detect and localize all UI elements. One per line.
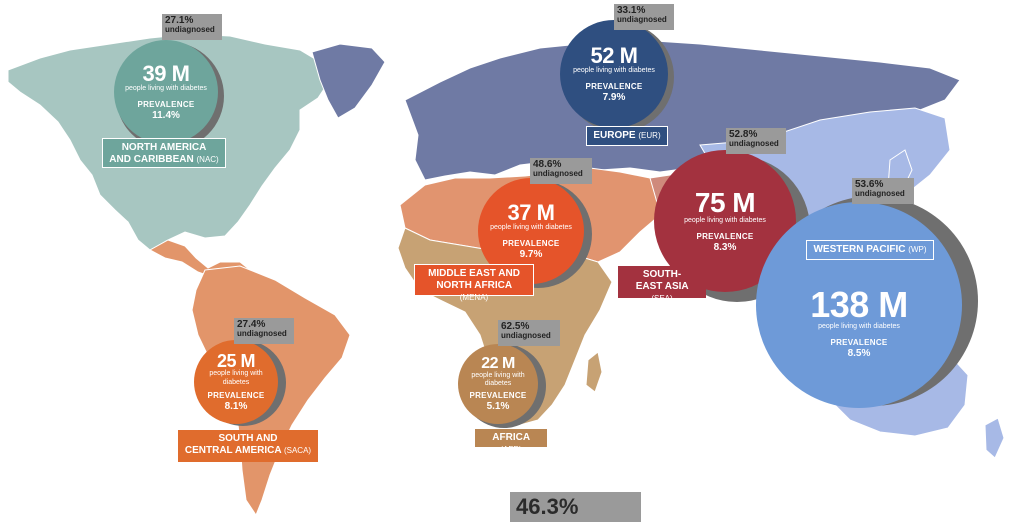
region-code-eur: (EUR) xyxy=(638,131,661,140)
undiagnosed-pct-eur: 33.1% xyxy=(617,5,646,16)
people-count-saca: 25 M xyxy=(216,351,256,372)
prevalence-label-mena: PREVALENCE xyxy=(502,238,560,248)
prevalence-value-saca: 8.1% xyxy=(224,400,248,412)
prevalence-label-sea: PREVALENCE xyxy=(696,231,754,241)
landmass-greenland xyxy=(311,43,386,119)
prevalence-label-afr: PREVALENCE xyxy=(469,391,527,401)
bubble-wp: 138 M people living with diabetes PREVAL… xyxy=(756,202,962,408)
region-label-saca: SOUTH AND CENTRAL AMERICA (SACA) xyxy=(178,430,318,462)
prevalence-label-saca: PREVALENCE xyxy=(207,390,265,400)
global-undiagnosed-total: 46.3% xyxy=(510,492,641,522)
region-code-saca: (SACA) xyxy=(283,446,312,455)
undiagnosed-label-saca: undiagnosed xyxy=(237,329,287,338)
landmass-madagascar xyxy=(585,351,603,393)
undiagnosed-label-mena: undiagnosed xyxy=(533,169,583,178)
undiagnosed-box-saca: 27.4% undiagnosed xyxy=(234,318,294,344)
region-name-nac-1: NORTH AMERICA xyxy=(121,142,207,153)
people-label-saca: people living with diabetes xyxy=(209,370,263,386)
people-count-wp: 138 M xyxy=(810,284,908,326)
undiagnosed-label-afr: undiagnosed xyxy=(501,331,551,340)
region-code-wp: (WP) xyxy=(908,245,927,254)
prevalence-label-wp: PREVALENCE xyxy=(830,337,888,347)
region-code-mena: (MENA) xyxy=(459,293,489,302)
prevalence-value-eur: 7.9% xyxy=(602,91,626,103)
undiagnosed-box-sea: 52.8% undiagnosed xyxy=(726,128,786,154)
undiagnosed-box-wp: 53.6% undiagnosed xyxy=(852,178,914,204)
undiagnosed-box-eur: 33.1% undiagnosed xyxy=(614,4,674,30)
region-name-mena-1: MIDDLE EAST AND xyxy=(428,268,520,279)
people-label-sea: people living with diabetes xyxy=(684,217,766,225)
region-label-nac: NORTH AMERICA AND CARIBBEAN (NAC) xyxy=(102,138,226,168)
undiagnosed-box-afr: 62.5% undiagnosed xyxy=(498,320,560,346)
people-label-nac: people living with diabetes xyxy=(125,85,207,93)
undiagnosed-label-sea: undiagnosed xyxy=(729,139,779,148)
region-name-saca-1: SOUTH AND xyxy=(218,433,278,444)
undiagnosed-pct-saca: 27.4% xyxy=(237,319,266,330)
region-label-afr: AFRICA (AFR) xyxy=(474,428,548,454)
undiagnosed-label-nac: undiagnosed xyxy=(165,25,215,34)
region-code-sea: (SEA) xyxy=(651,294,673,303)
region-label-wp: WESTERN PACIFIC (WP) xyxy=(806,240,934,260)
people-label-mena: people living with diabetes xyxy=(490,224,572,232)
people-count-mena: 37 M xyxy=(507,200,555,226)
undiagnosed-pct-nac: 27.1% xyxy=(165,15,194,26)
landmass-new-zealand xyxy=(984,417,1005,459)
region-name-mena-2: NORTH AFRICA xyxy=(436,280,512,291)
region-name-wp-1: WESTERN PACIFIC xyxy=(813,244,906,255)
region-label-mena: MIDDLE EAST AND NORTH AFRICA (MENA) xyxy=(414,264,534,302)
undiagnosed-pct-sea: 52.8% xyxy=(729,129,758,140)
people-count-nac: 39 M xyxy=(142,61,190,87)
region-label-eur: EUROPE (EUR) xyxy=(586,126,668,146)
undiagnosed-pct-afr: 62.5% xyxy=(501,321,530,332)
region-label-sea: SOUTH- EAST ASIA (SEA) xyxy=(618,266,706,303)
region-code-afr: (AFR) xyxy=(500,445,522,454)
undiagnosed-label-eur: undiagnosed xyxy=(617,15,667,24)
prevalence-value-afr: 5.1% xyxy=(486,401,510,413)
people-label-afr: people living with diabetes xyxy=(471,371,525,387)
region-name-afr-1: AFRICA xyxy=(492,432,530,443)
region-name-saca-2: CENTRAL AMERICA xyxy=(184,445,282,456)
prevalence-label-nac: PREVALENCE xyxy=(137,99,195,109)
bubble-eur: 52 M people living with diabetes PREVALE… xyxy=(560,20,668,128)
undiagnosed-label-wp: undiagnosed xyxy=(855,189,905,198)
region-name-nac-2: AND CARIBBEAN xyxy=(109,154,194,165)
people-count-eur: 52 M xyxy=(590,43,638,69)
prevalence-value-sea: 8.3% xyxy=(713,241,737,253)
prevalence-label-eur: PREVALENCE xyxy=(585,81,643,91)
undiagnosed-pct-wp: 53.6% xyxy=(855,179,884,190)
region-name-eur-1: EUROPE xyxy=(593,130,636,141)
people-label-eur: people living with diabetes xyxy=(573,67,655,75)
bubble-nac: 39 M people living with diabetes PREVALE… xyxy=(114,40,218,144)
bubble-saca: 25 M people living with diabetes PREVALE… xyxy=(194,340,278,424)
region-name-sea-1: SOUTH- xyxy=(642,269,682,280)
region-name-sea-2: EAST ASIA xyxy=(635,281,689,292)
prevalence-value-nac: 11.4% xyxy=(152,109,180,121)
people-count-sea: 75 M xyxy=(694,187,756,219)
undiagnosed-pct-mena: 48.6% xyxy=(533,159,562,170)
prevalence-value-wp: 8.5% xyxy=(847,347,871,359)
bubble-afr: 22 M people living with diabetes PREVALE… xyxy=(458,344,538,424)
region-code-nac: (NAC) xyxy=(196,155,219,164)
prevalence-value-mena: 9.7% xyxy=(519,248,543,260)
people-count-afr: 22 M xyxy=(481,354,515,372)
undiagnosed-box-nac: 27.1% undiagnosed xyxy=(162,14,222,40)
undiagnosed-box-mena: 48.6% undiagnosed xyxy=(530,158,592,184)
people-label-wp: people living with diabetes xyxy=(818,323,900,331)
